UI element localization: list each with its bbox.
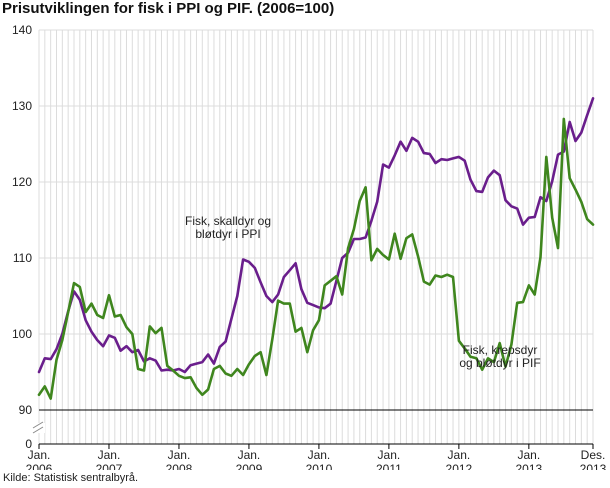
x-tick-label-month: Jan. bbox=[448, 448, 471, 462]
x-tick-label-month: Des. bbox=[581, 448, 606, 462]
series-label-pif: Fisk, krepsdyr bbox=[463, 343, 538, 357]
x-tick-label-month: Jan. bbox=[238, 448, 261, 462]
grid bbox=[38, 29, 594, 445]
x-tick-label-year: 2006 bbox=[26, 462, 53, 470]
chart-title: Prisutviklingen for fisk i PPI og PIF. (… bbox=[2, 0, 335, 17]
x-tick-label-year: 2009 bbox=[236, 462, 263, 470]
series-line-ppi bbox=[37, 97, 595, 374]
x-tick-label-month: Jan. bbox=[28, 448, 51, 462]
x-tick-label-year: 2007 bbox=[96, 462, 123, 470]
y-tick-label: 130 bbox=[12, 99, 32, 113]
y-tick-label: 110 bbox=[13, 251, 32, 265]
x-tick-label-month: Jan. bbox=[378, 448, 401, 462]
axis-break-slash bbox=[32, 426, 44, 434]
y-tick-label: 0 bbox=[25, 437, 32, 451]
series-label-pif: og bløtdyr i PIF bbox=[459, 356, 540, 370]
y-tick-label: 90 bbox=[19, 403, 33, 417]
axis-break-gap bbox=[31, 423, 45, 433]
y-tick-label: 140 bbox=[12, 23, 32, 37]
y-axis-break bbox=[31, 421, 45, 434]
y-tick-label: 100 bbox=[12, 327, 32, 341]
y-tick-label: 120 bbox=[12, 175, 32, 189]
source-note: Kilde: Statistisk sentralbyrå. bbox=[3, 472, 139, 484]
x-tick-label-month: Jan. bbox=[168, 448, 191, 462]
axis-break-slash bbox=[32, 421, 44, 429]
series-label-ppi: bløtdyr i PPI bbox=[195, 227, 260, 241]
x-tick-label-month: Jan. bbox=[98, 448, 121, 462]
series-label-ppi: Fisk, skalldyr og bbox=[185, 214, 271, 228]
x-axis: Jan.2006Jan.2007Jan.2008Jan.2009Jan.2010… bbox=[26, 444, 607, 470]
x-tick-label-year: 2010 bbox=[306, 462, 333, 470]
x-tick-label-year: 2013 bbox=[580, 462, 607, 470]
x-tick-label-month: Jan. bbox=[518, 448, 541, 462]
x-tick-label-year: 2013 bbox=[516, 462, 543, 470]
x-tick-label-year: 2012 bbox=[446, 462, 473, 470]
series-group bbox=[37, 97, 595, 400]
y-axis: 0 90 100 110 120 130 140 bbox=[12, 23, 32, 451]
series-line-pif bbox=[37, 117, 595, 400]
x-tick-label-year: 2011 bbox=[376, 462, 402, 470]
x-tick-label-year: 2008 bbox=[166, 462, 193, 470]
x-tick-label-month: Jan. bbox=[308, 448, 331, 462]
